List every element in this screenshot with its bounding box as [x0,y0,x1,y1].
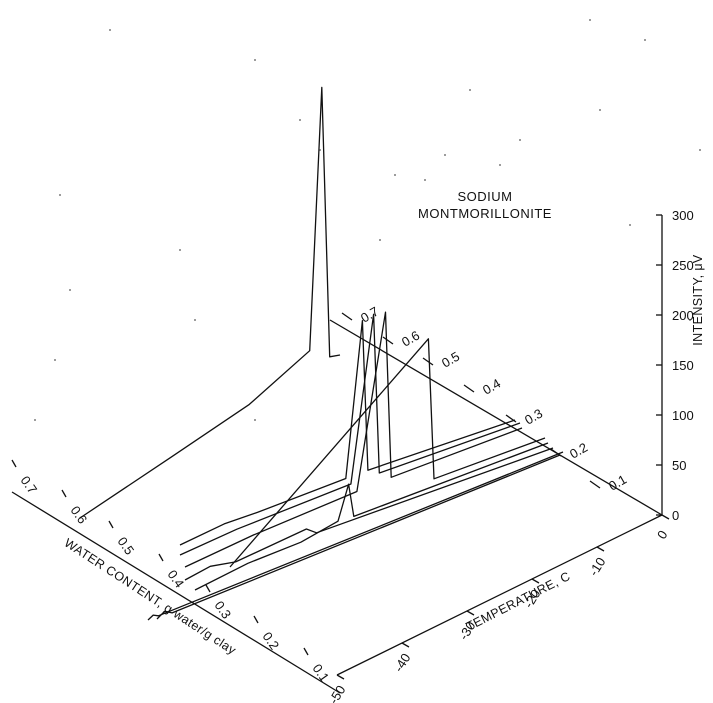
water-back-tick-label: 0.7 [358,304,381,326]
water-axis-front-line [11,491,341,694]
speck [424,179,426,181]
water-front-tick [108,520,114,529]
intensity-tick-label: 300 [672,208,694,223]
temperature-tick [661,514,670,520]
water-front-tick [303,647,309,656]
temperature-tick-label: 0 [654,528,671,542]
water-back-tick-label: 0.1 [606,472,629,494]
temperature-axis-title: TEMPERATURE, C [464,569,573,634]
water-axis-back-line [329,319,663,516]
intensity-tick-label: 50 [672,458,686,473]
water-back-tick [382,336,394,345]
water-front-tick [205,584,211,593]
traces-layer [79,86,564,621]
speck [699,149,701,151]
water-back-tick-label: 0.6 [399,328,422,350]
speck [379,239,381,241]
speck [519,139,521,141]
specks-layer [34,19,701,421]
trace-water-0_15 [147,451,564,621]
intensity-tick-label: 200 [672,308,694,323]
water-back-tick-label: 0.2 [567,440,590,462]
speck [469,89,471,91]
water-front-tick-label: 0.6 [68,503,91,526]
speck [299,119,301,121]
intensity-axis-title: INTENSITY, μV [691,254,705,346]
water-back-tick [589,480,601,489]
temperature-tick [336,674,345,680]
trace-water-0_32 [194,442,549,591]
axes-layer [11,214,670,694]
water-back-tick [463,384,475,393]
speck [109,29,111,31]
intensity-tick-label: 150 [672,358,694,373]
speck [394,174,396,176]
trace-water-0_43 [179,313,521,556]
water-back-tick-label: 0.5 [439,349,462,371]
temperature-axis-line [336,514,663,676]
temperature-tick-label: -50 [326,683,349,703]
speck [34,419,36,421]
temperature-tick [531,578,540,584]
intensity-tick-label: 100 [672,408,694,423]
speck [59,194,61,196]
speck [599,109,601,111]
chart-title-line: MONTMORILLONITE [418,206,552,221]
temperature-tick [596,546,605,552]
water-front-tick-label: 0.7 [18,473,41,496]
water-front-tick [253,615,259,624]
trace-water-0_27 [184,447,554,581]
speck [689,319,691,321]
water-front-tick [61,489,67,498]
water-back-tick [422,357,434,366]
trace-water-0_4 [179,320,516,546]
speck [319,149,321,151]
water-back-tick-label: 0.4 [480,376,503,398]
chart-title-line: SODIUM [458,189,513,204]
speck [644,39,646,41]
speck [589,19,591,21]
speck [444,154,446,156]
water-front-tick [158,553,164,562]
speck [254,59,256,61]
trace-water-0_48 [184,311,523,568]
temperature-tick-label: -40 [391,651,414,675]
water-back-tick-label: 0.3 [522,406,545,428]
speck [629,224,631,226]
temperature-tick [466,610,475,616]
trace-water-0_7 [79,86,341,519]
speck [499,164,501,166]
water-front-tick [11,459,17,468]
intensity-tick-label: 0 [672,508,679,523]
water-back-tick [341,312,353,321]
speck [254,419,256,421]
water-front-tick-label: 0.1 [310,661,333,684]
temperature-tick-label: -10 [586,555,609,579]
water-front-tick-label: 0.3 [212,598,235,621]
speck [69,289,71,291]
speck [54,359,56,361]
trace-water-0_53 [229,338,546,568]
temperature-tick [401,642,410,648]
speck [179,249,181,251]
intensity-tick-label: 250 [672,258,694,273]
water-front-tick-label: 0.2 [260,629,283,652]
water-front-tick-label: 0.5 [115,534,138,557]
speck [194,319,196,321]
